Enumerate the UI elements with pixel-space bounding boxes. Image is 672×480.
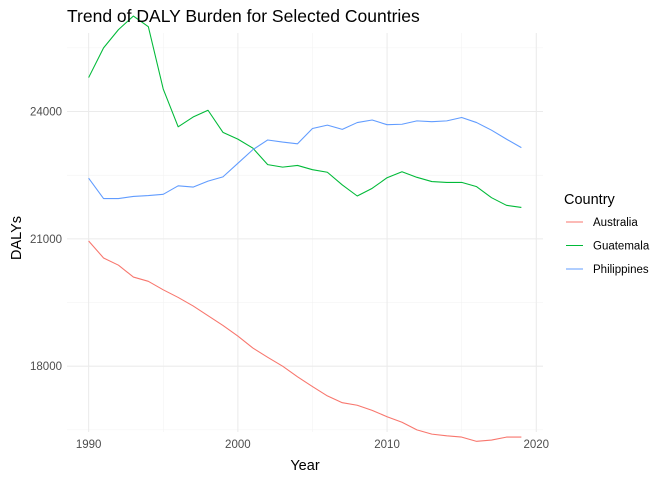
x-tick-label: 2000 bbox=[225, 439, 251, 451]
legend-label-philippines: Philippines bbox=[593, 264, 649, 276]
chart-title: Trend of DALY Burden for Selected Countr… bbox=[67, 6, 420, 26]
y-tick-label: 21000 bbox=[30, 234, 62, 246]
series-line-guatemala bbox=[88, 15, 522, 208]
y-tick-label: 18000 bbox=[30, 361, 62, 373]
major-gridlines bbox=[67, 33, 543, 432]
y-tick-label: 24000 bbox=[30, 107, 62, 119]
x-axis-title: Year bbox=[290, 458, 319, 474]
series-line-australia bbox=[88, 240, 522, 442]
series-line-philippines bbox=[88, 116, 522, 200]
x-axis-tick-labels: 1990 2000 2010 2020 bbox=[76, 439, 549, 451]
legend-title: Country bbox=[564, 192, 616, 208]
y-axis-tick-labels: 18000 21000 24000 bbox=[30, 107, 62, 374]
x-tick-label: 2010 bbox=[374, 439, 400, 451]
y-axis-title: DALYs bbox=[9, 216, 25, 260]
legend-label-australia: Australia bbox=[593, 217, 638, 229]
legend: Country Australia Guatemala Philippines bbox=[564, 192, 650, 276]
legend-label-guatemala: Guatemala bbox=[593, 241, 650, 253]
series-lines bbox=[88, 15, 522, 442]
x-tick-label: 2020 bbox=[523, 439, 549, 451]
x-tick-label: 1990 bbox=[76, 439, 102, 451]
minor-gridlines bbox=[67, 33, 543, 432]
